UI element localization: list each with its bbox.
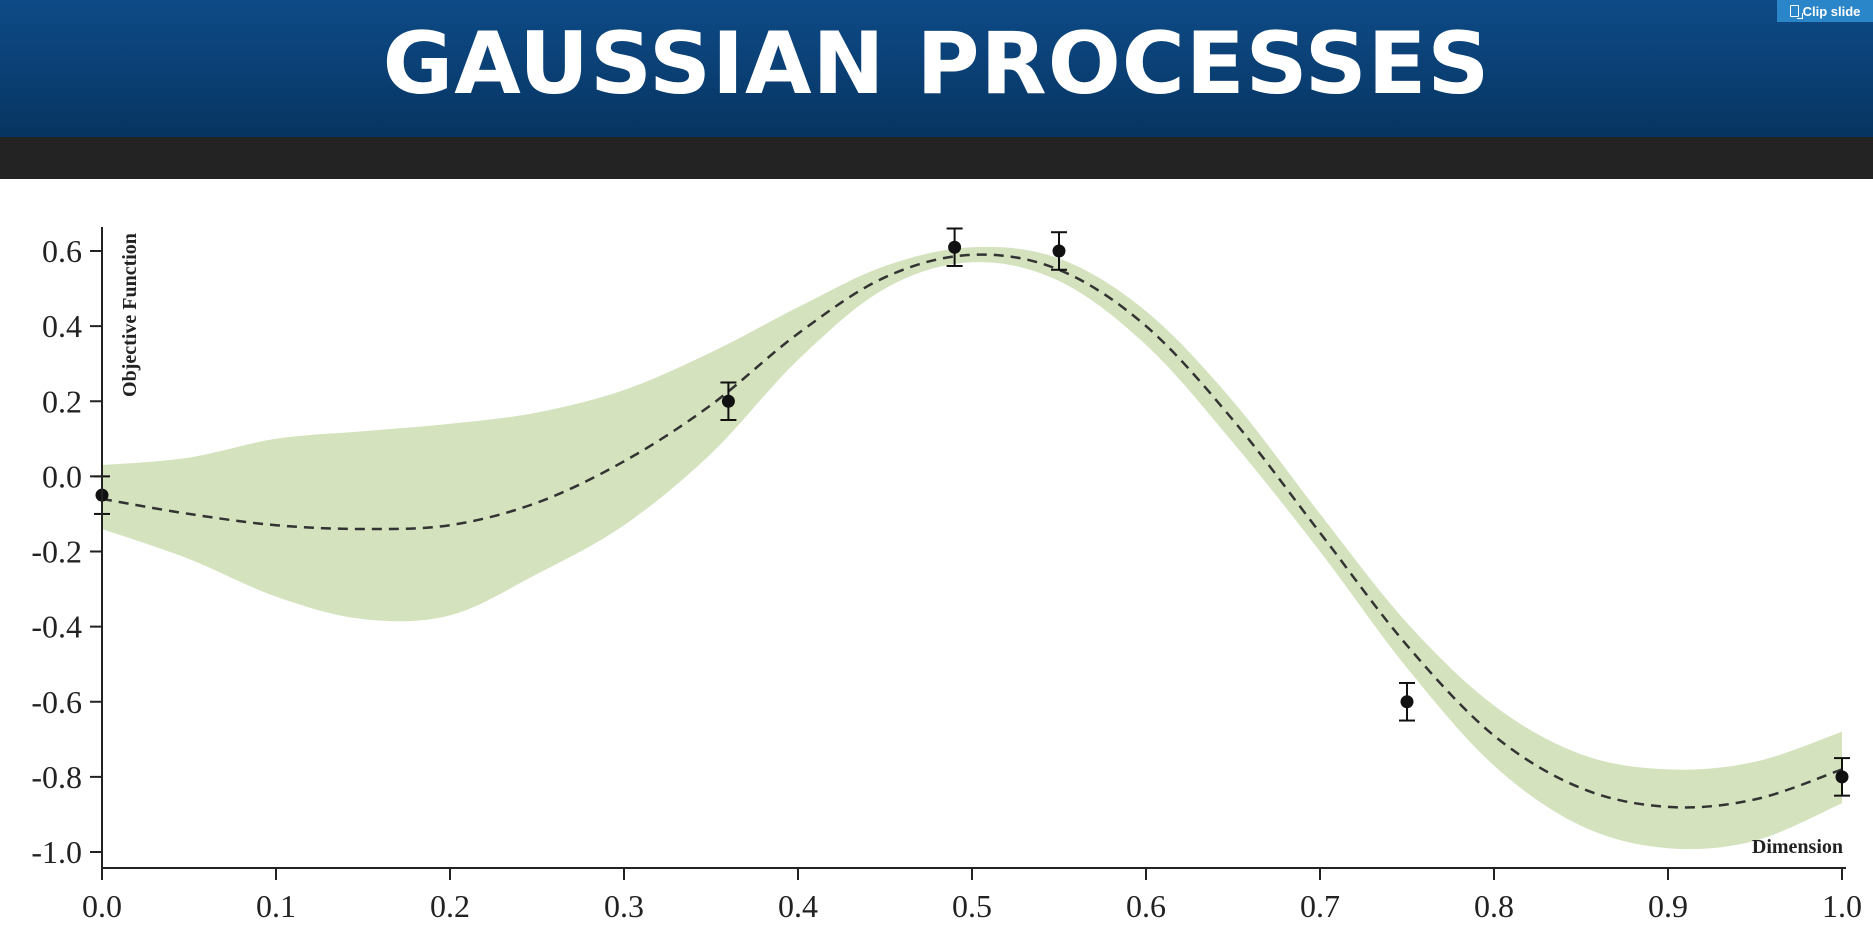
observation-point [1052, 244, 1066, 258]
x-tick-label: 0.0 [82, 888, 122, 924]
divider-bar [0, 137, 1873, 179]
y-axis-title: Objective Function [119, 233, 141, 397]
y-tick-label: -0.8 [31, 759, 82, 795]
y-tick-label: -0.6 [31, 684, 82, 720]
slide-title: GAUSSIAN PROCESSES [382, 14, 1491, 114]
x-tick-label: 0.7 [1300, 888, 1340, 924]
y-tick-label: -0.2 [31, 534, 82, 570]
x-tick-label: 0.3 [604, 888, 644, 924]
x-tick-label: 0.1 [256, 888, 296, 924]
clip-slide-label: Clip slide [1802, 3, 1861, 19]
x-tick-label: 0.5 [952, 888, 992, 924]
observation-point [1400, 695, 1414, 709]
title-banner: GAUSSIAN PROCESSES [0, 0, 1873, 137]
clip-icon [1789, 5, 1803, 19]
mean-curve [101, 253, 1843, 809]
observation-point [948, 240, 962, 254]
observation-point [721, 394, 735, 408]
x-tick-label: 1.0 [1822, 888, 1862, 924]
confidence-band [102, 246, 1842, 850]
x-tick-label: 0.4 [778, 888, 818, 924]
y-tick-label: 0.4 [42, 308, 82, 344]
x-tick-label: 0.8 [1474, 888, 1514, 924]
y-tick-label: 0.6 [42, 233, 82, 269]
clip-slide-button[interactable]: Clip slide [1777, 0, 1873, 22]
observation-point [1835, 770, 1849, 784]
x-tick-label: 0.2 [430, 888, 470, 924]
x-axis-title: Dimension [1752, 836, 1843, 858]
y-tick-label: 0.2 [42, 383, 82, 419]
y-tick-label: 0.0 [42, 458, 82, 494]
y-tick-label: -1.0 [31, 834, 82, 870]
y-tick-label: -0.4 [31, 609, 82, 645]
gaussian-process-chart: 0.60.40.20.0-0.2-0.4-0.6-0.8-1.00.0 0.1 0.… [31, 227, 1862, 924]
x-tick-label: 0.9 [1648, 888, 1688, 924]
x-tick-label: 0.6 [1126, 888, 1166, 924]
